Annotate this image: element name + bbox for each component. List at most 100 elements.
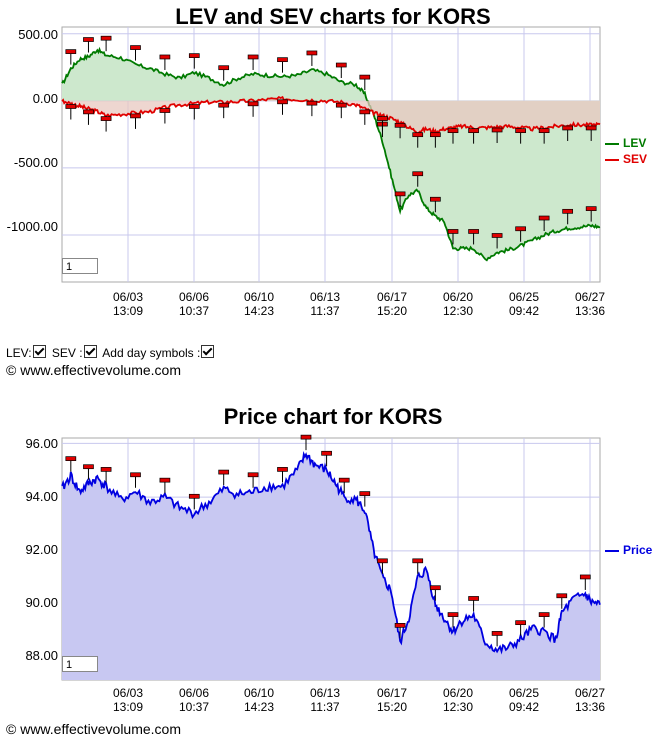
y-tick-label: 500.00 bbox=[18, 27, 58, 42]
day-symbol-flag bbox=[394, 623, 406, 628]
day-symbol-flag bbox=[247, 54, 259, 60]
day-symbol-flag bbox=[188, 493, 200, 499]
day-symbol-flag bbox=[538, 128, 550, 134]
day-symbol-flag bbox=[447, 612, 459, 617]
x-tick-time: 13:09 bbox=[112, 304, 144, 318]
price-chart-title: Price chart for KORS bbox=[223, 404, 443, 429]
day-symbol-flag bbox=[468, 128, 479, 134]
x-tick-time: 11:37 bbox=[310, 304, 340, 318]
legend-lev-label: LEV bbox=[623, 136, 647, 150]
day-symbol-flag bbox=[562, 208, 574, 214]
day-symbol-flag bbox=[579, 574, 591, 580]
y-tick-label: 94.00 bbox=[25, 489, 58, 504]
legend-price: Price bbox=[605, 543, 652, 557]
x-tick-time: 13:36 bbox=[574, 304, 606, 318]
day-symbol-flag bbox=[306, 50, 318, 56]
day-symbol-flag bbox=[130, 113, 141, 119]
chart-options: LEV: SEV : Add day symbols : bbox=[6, 345, 217, 360]
day-symbol-flag bbox=[100, 35, 112, 41]
series-line-lev bbox=[61, 46, 601, 262]
legend-lev-swatch bbox=[605, 142, 619, 145]
day-symbol-flag bbox=[306, 100, 318, 106]
legend-lev: LEV bbox=[605, 136, 646, 150]
series-line-price bbox=[61, 451, 601, 655]
copyright-top: © www.effectivevolume.com bbox=[6, 362, 182, 378]
day-symbol-flag bbox=[468, 229, 479, 234]
x-tick-date: 06/20 bbox=[442, 290, 474, 304]
x-tick-date: 06/17 bbox=[376, 686, 408, 700]
day-symbol-flag bbox=[538, 215, 550, 221]
day-symbol-flag bbox=[468, 596, 479, 601]
x-tick-label: 06/27 13:36 bbox=[560, 290, 620, 318]
x-tick-date: 06/13 bbox=[309, 290, 341, 304]
day-symbol-flag bbox=[359, 74, 371, 80]
day-symbol-flag bbox=[83, 37, 94, 42]
legend-sev-swatch bbox=[605, 158, 619, 161]
day-symbol-flag bbox=[100, 116, 112, 121]
sev-checkbox[interactable] bbox=[83, 345, 97, 358]
x-tick-date: 06/25 bbox=[508, 290, 540, 304]
day-symbol-flag bbox=[130, 45, 141, 50]
day-symbol-flag bbox=[394, 122, 406, 128]
day-symbol-flag bbox=[65, 104, 77, 109]
x-tick-label: 06/17 15:20 bbox=[362, 290, 422, 318]
day-symbol-flag bbox=[159, 54, 171, 60]
day-symbol-flag bbox=[130, 472, 141, 478]
day-symbol-flag bbox=[491, 233, 503, 238]
y-tick-label: 90.00 bbox=[25, 595, 58, 610]
day-symbol-flag bbox=[188, 104, 200, 109]
x-tick-label: 06/06 10:37 bbox=[164, 290, 224, 318]
day-symbol-flag bbox=[585, 125, 597, 131]
lev-checkbox[interactable] bbox=[32, 345, 46, 358]
day-symbol-flag bbox=[277, 57, 288, 63]
day-symbol-flag bbox=[515, 226, 526, 232]
day-symbol-flag bbox=[321, 450, 332, 456]
lev-zoom-input[interactable]: 1 bbox=[62, 258, 98, 274]
x-tick-time: 11:37 bbox=[310, 700, 340, 714]
legend-price-swatch bbox=[605, 549, 619, 552]
x-tick-label: 06/25 09:42 bbox=[494, 686, 554, 714]
x-tick-label: 06/06 10:37 bbox=[164, 686, 224, 714]
day-symbol-flag bbox=[515, 128, 526, 134]
series-area-sev bbox=[62, 97, 600, 134]
day-symbol-flag bbox=[447, 229, 459, 234]
legend-price-label: Price bbox=[623, 543, 653, 557]
day-symbol-flag bbox=[359, 109, 371, 115]
x-tick-time: 14:23 bbox=[243, 304, 275, 318]
day-symbol-flag bbox=[247, 101, 259, 107]
x-tick-label: 06/10 14:23 bbox=[229, 686, 289, 714]
lev-toggle-label: LEV: bbox=[6, 346, 32, 360]
day-symbol-flag bbox=[65, 49, 77, 54]
sev-toggle-label: SEV : bbox=[51, 346, 83, 360]
series-line-sev bbox=[61, 95, 601, 136]
x-tick-label: 06/13 11:37 bbox=[295, 686, 355, 714]
day-symbols-label: Add day symbols : bbox=[102, 346, 201, 360]
series-area-price bbox=[62, 454, 600, 680]
day-symbol-flag bbox=[491, 631, 503, 636]
y-tick-label: 0.00 bbox=[32, 91, 58, 106]
day-symbol-flag bbox=[377, 116, 388, 121]
x-tick-date: 06/06 bbox=[178, 290, 210, 304]
day-symbol-flag bbox=[247, 472, 259, 478]
x-tick-time: 12:30 bbox=[442, 700, 474, 714]
x-tick-label: 06/17 15:20 bbox=[362, 686, 422, 714]
day-symbol-flag bbox=[412, 132, 424, 138]
day-symbol-flag bbox=[277, 467, 288, 472]
x-tick-label: 06/03 13:09 bbox=[98, 686, 158, 714]
x-tick-label: 06/20 12:30 bbox=[428, 686, 488, 714]
x-tick-label: 06/13 11:37 bbox=[295, 290, 355, 318]
day-symbol-flag bbox=[335, 102, 347, 108]
day-symbols-checkbox[interactable] bbox=[201, 345, 215, 358]
x-tick-time: 15:20 bbox=[376, 304, 408, 318]
x-tick-date: 06/13 bbox=[309, 686, 341, 700]
price-zoom-input[interactable]: 1 bbox=[62, 656, 98, 672]
day-symbol-flag bbox=[65, 456, 77, 461]
x-tick-label: 06/25 09:42 bbox=[494, 290, 554, 318]
day-symbol-flag bbox=[562, 125, 574, 131]
day-symbol-flag bbox=[338, 477, 350, 483]
y-tick-label: -500.00 bbox=[13, 155, 58, 170]
x-tick-date: 06/06 bbox=[178, 686, 210, 700]
day-symbol-flag bbox=[335, 62, 347, 68]
day-symbol-flag bbox=[430, 196, 441, 202]
